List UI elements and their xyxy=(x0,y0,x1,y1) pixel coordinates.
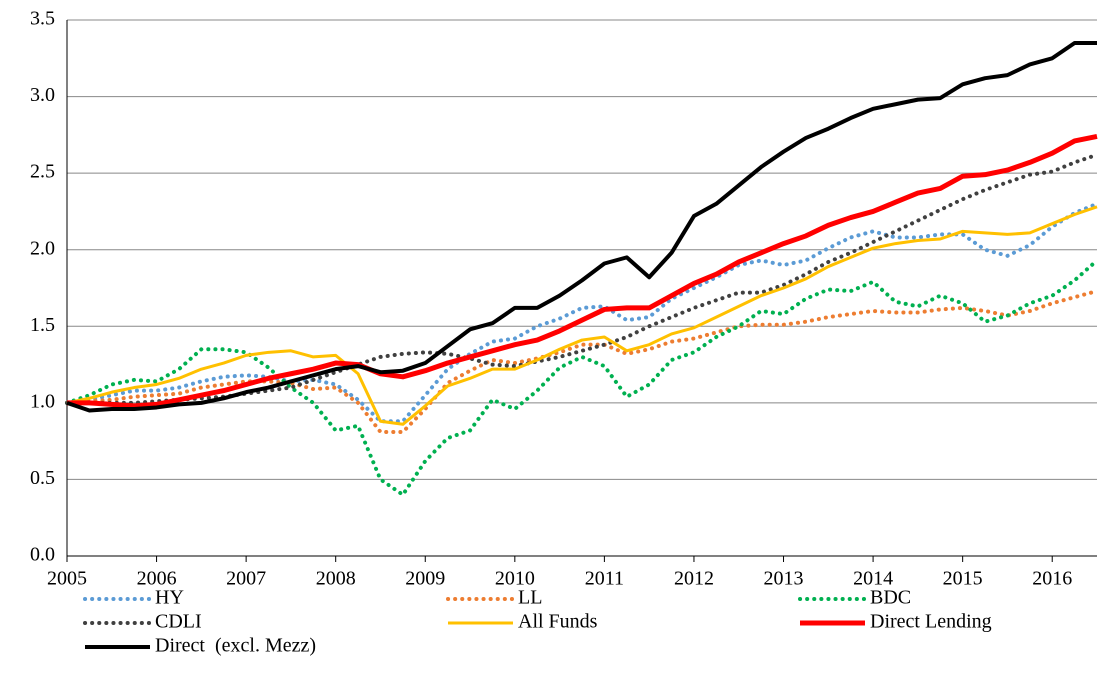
legend-label: HY xyxy=(155,587,184,609)
x-tick-label: 2016 xyxy=(1032,568,1072,590)
legend-label: LL xyxy=(518,587,542,609)
y-tick-label: 0.5 xyxy=(30,467,55,489)
legend-label: Direct Lending xyxy=(870,611,992,633)
y-tick-label: 3.0 xyxy=(30,84,55,106)
y-tick-label: 1.5 xyxy=(30,314,55,336)
legend-label: CDLI xyxy=(155,611,202,633)
x-tick-label: 2015 xyxy=(943,568,983,590)
series-line xyxy=(66,40,1097,413)
y-tick-label: 2.0 xyxy=(30,237,55,259)
x-tick-label: 2010 xyxy=(495,568,535,590)
x-tick-label: 2012 xyxy=(674,568,714,590)
legend-label: Direct (excl. Mezz) xyxy=(155,635,316,657)
x-tick-label: 2005 xyxy=(47,568,87,590)
legend-label: BDC xyxy=(870,587,911,609)
x-tick-label: 2014 xyxy=(853,568,893,590)
legend-label: All Funds xyxy=(518,611,598,633)
series-line xyxy=(66,205,1098,426)
series-line xyxy=(65,258,1099,498)
y-tick-label: 3.5 xyxy=(30,8,55,30)
y-tick-label: 2.5 xyxy=(30,161,55,183)
y-tick-label: 1.0 xyxy=(30,390,55,412)
x-tick-label: 2011 xyxy=(585,568,624,590)
x-tick-label: 2008 xyxy=(316,568,356,590)
x-tick-label: 2009 xyxy=(405,568,445,590)
x-tick-label: 2007 xyxy=(226,568,266,590)
series-line xyxy=(67,133,1098,409)
series-line xyxy=(65,289,1099,434)
y-tick-label: 0.0 xyxy=(30,544,55,566)
x-tick-label: 2006 xyxy=(137,568,177,590)
x-tick-label: 2013 xyxy=(764,568,804,590)
